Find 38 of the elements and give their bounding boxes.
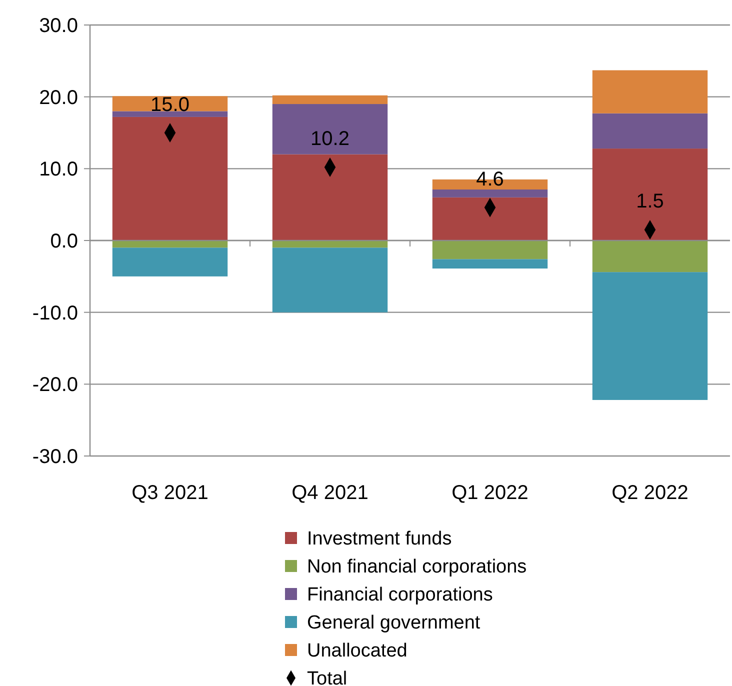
- x-tick-label: Q3 2021: [132, 482, 208, 504]
- x-tick-label: Q2 2022: [612, 482, 688, 504]
- bar: [432, 240, 548, 260]
- bar: [112, 111, 228, 117]
- y-tick-label: 30.0: [39, 15, 78, 37]
- bar: [592, 272, 708, 400]
- legend-label: Investment funds: [307, 528, 452, 550]
- bar: [272, 240, 388, 248]
- bar: [272, 248, 388, 312]
- bar: [272, 104, 388, 154]
- x-tick-label: Q4 2021: [292, 482, 368, 504]
- bar: [432, 197, 548, 240]
- y-tick-label: 20.0: [39, 86, 78, 109]
- bar: [112, 240, 228, 248]
- y-tick-label: -20.0: [32, 374, 78, 396]
- bar: [432, 190, 548, 198]
- y-tick-label: 0.0: [50, 230, 78, 252]
- data-label: 15.0: [150, 94, 190, 116]
- legend-label: General government: [307, 612, 481, 634]
- bar: [592, 240, 708, 272]
- bar: [272, 154, 388, 240]
- y-tick-label: -10.0: [32, 302, 78, 324]
- y-tick-label: 10.0: [39, 158, 78, 181]
- data-label: 1.5: [636, 190, 664, 213]
- bar: [432, 259, 548, 269]
- data-label: 10.2: [310, 128, 350, 150]
- y-tick-label: -30.0: [32, 446, 78, 468]
- bar: [592, 113, 708, 149]
- x-tick-label: Q1 2022: [452, 482, 528, 504]
- legend-label: Financial corporations: [307, 584, 493, 606]
- bar: [112, 116, 228, 240]
- bar: [592, 70, 708, 114]
- bar: [272, 95, 388, 104]
- bar: [592, 148, 708, 240]
- bar: [112, 248, 228, 276]
- legend-label: Total: [307, 668, 348, 686]
- legend-label: Unallocated: [307, 640, 408, 662]
- legend-label: Non financial corporations: [307, 556, 527, 578]
